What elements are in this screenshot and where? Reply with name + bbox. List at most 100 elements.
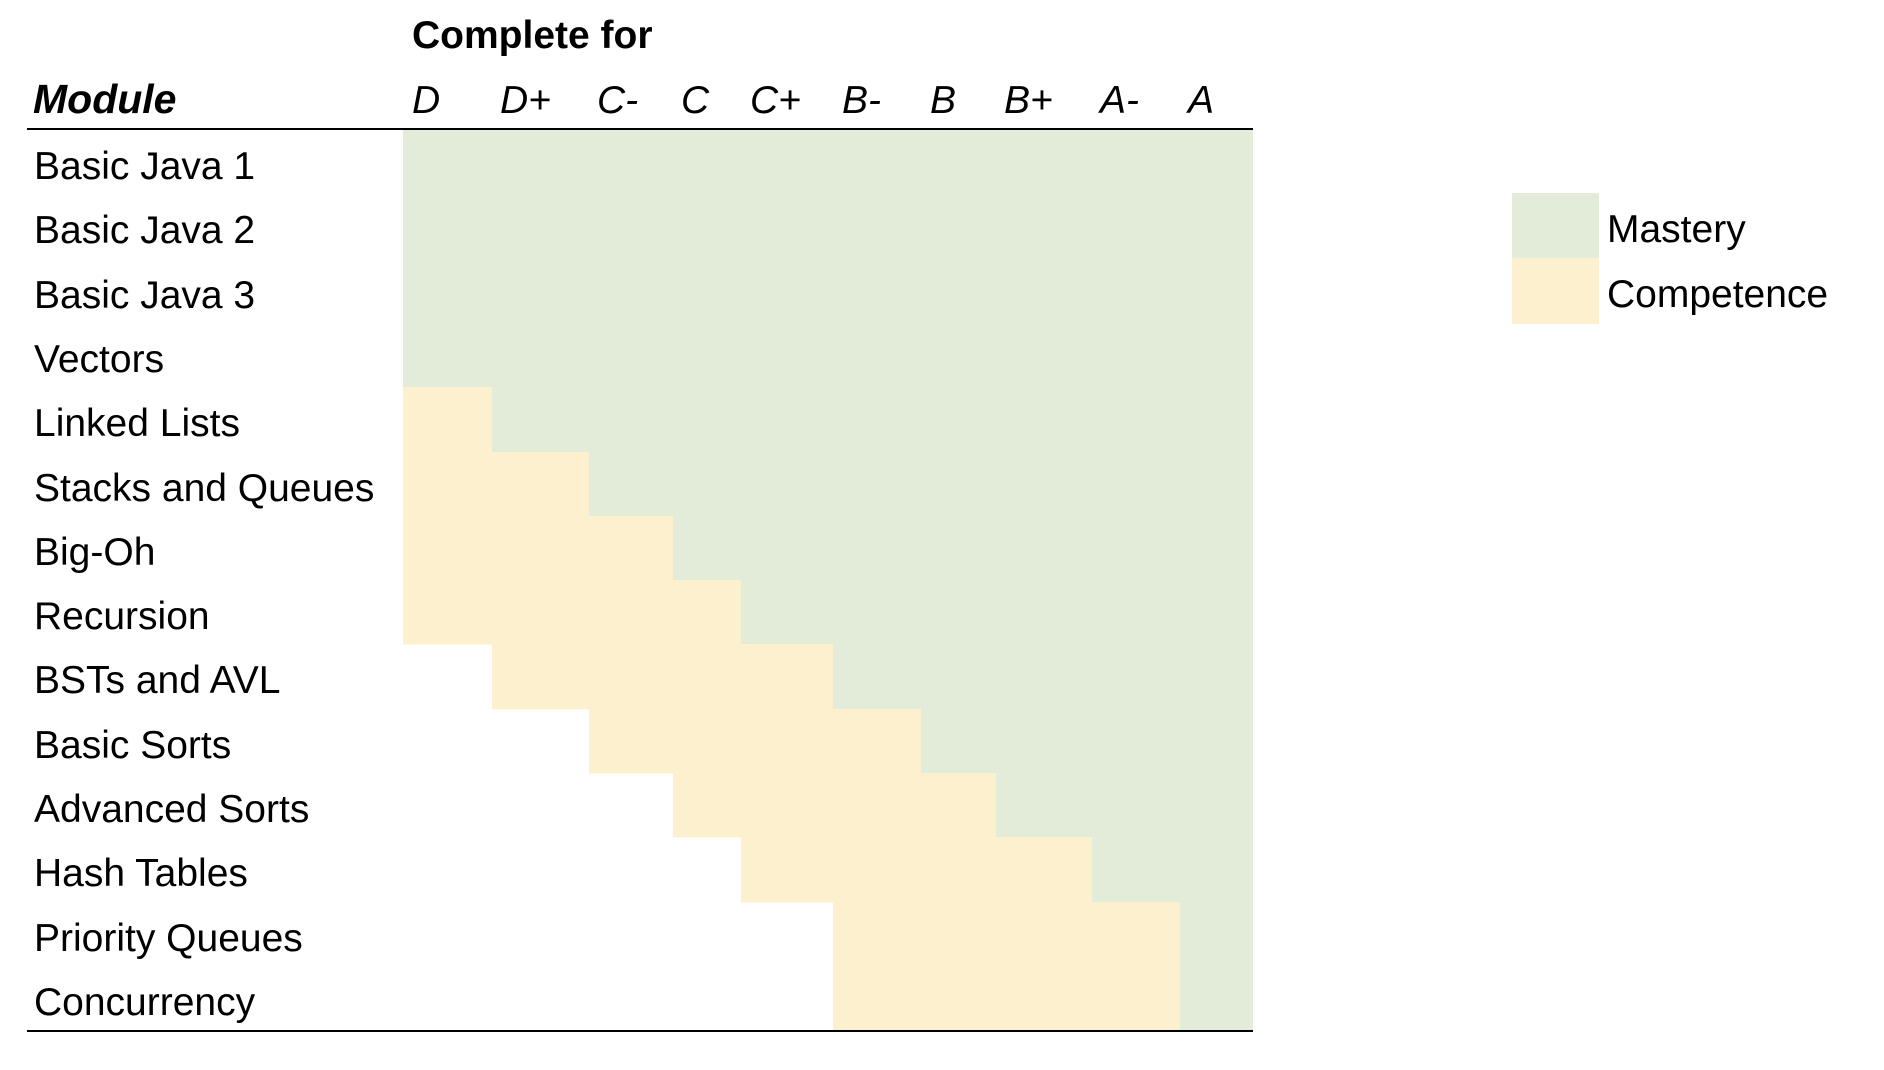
cell-advanced-sorts-a xyxy=(1180,773,1253,838)
cell-basic-java-2-c xyxy=(589,194,673,260)
column-header-a: A- xyxy=(1098,79,1139,122)
row-label-big-oh: Big-Oh xyxy=(34,531,155,574)
cell-hash-tables-c-plus xyxy=(741,837,833,903)
cell-basic-java-2-a xyxy=(1180,194,1253,260)
column-header-c-plus: C+ xyxy=(750,79,801,122)
cell-basic-sorts-b xyxy=(833,709,921,774)
cell-concurrency-b-plus xyxy=(996,966,1092,1031)
cell-basic-sorts-c xyxy=(589,709,673,774)
cell-basic-java-3-b xyxy=(833,259,921,324)
row-label-vectors: Vectors xyxy=(34,338,164,381)
cell-basic-java-2-d xyxy=(403,194,492,260)
cell-priority-queues-b-plus xyxy=(996,902,1092,967)
column-header-c: C xyxy=(681,79,710,122)
cell-stacks-and-queues-a xyxy=(1180,452,1253,517)
cell-basic-java-1-a xyxy=(1180,130,1253,195)
cell-big-oh-c xyxy=(673,516,741,581)
cell-priority-queues-b xyxy=(833,902,921,967)
column-header-b-plus: B+ xyxy=(1004,79,1053,122)
cell-recursion-d-plus xyxy=(492,580,589,645)
cell-bsts-and-avl-c-plus xyxy=(741,644,833,710)
cell-basic-sorts-b-plus xyxy=(996,709,1092,774)
row-label-stacks-and-queues: Stacks and Queues xyxy=(34,467,374,510)
cell-basic-java-2-c xyxy=(673,194,741,260)
rules-layer xyxy=(27,128,1253,1032)
cell-recursion-a xyxy=(1180,580,1253,645)
cell-basic-sorts-a xyxy=(1092,709,1180,774)
cell-linked-lists-d xyxy=(403,387,492,453)
row-label-hash-tables: Hash Tables xyxy=(34,852,248,895)
row-label-basic-sorts: Basic Sorts xyxy=(34,724,231,767)
row-label-linked-lists: Linked Lists xyxy=(34,402,240,445)
cell-basic-java-2-c-plus xyxy=(741,194,833,260)
column-header-d: D xyxy=(412,79,440,122)
row-label-advanced-sorts: Advanced Sorts xyxy=(34,788,309,831)
cell-stacks-and-queues-d xyxy=(403,452,492,517)
cell-linked-lists-b-plus xyxy=(996,387,1092,453)
cell-linked-lists-d-plus xyxy=(492,387,589,453)
cell-concurrency-b xyxy=(921,966,996,1031)
column-header-d-plus: D+ xyxy=(500,79,551,122)
row-label-bsts-and-avl: BSTs and AVL xyxy=(34,659,280,702)
cell-big-oh-c-plus xyxy=(741,516,833,581)
cell-hash-tables-b-plus xyxy=(996,837,1092,903)
legend-label-mastery: Mastery xyxy=(1607,208,1746,251)
cell-basic-java-3-c xyxy=(589,259,673,324)
cell-basic-java-3-c-plus xyxy=(741,259,833,324)
cell-vectors-b-plus xyxy=(996,323,1092,388)
row-label-basic-java-3: Basic Java 3 xyxy=(34,274,255,317)
legend-swatch-competence xyxy=(1512,258,1599,324)
cell-basic-java-1-d-plus xyxy=(492,130,589,195)
cell-basic-java-3-d xyxy=(403,259,492,324)
cell-linked-lists-a xyxy=(1092,387,1180,453)
cells-layer xyxy=(403,130,1253,1031)
cell-basic-java-3-b-plus xyxy=(996,259,1092,324)
cell-linked-lists-a xyxy=(1180,387,1253,453)
cell-stacks-and-queues-c-plus xyxy=(741,452,833,517)
cell-priority-queues-a xyxy=(1092,902,1180,967)
cell-advanced-sorts-c xyxy=(673,773,741,838)
cell-advanced-sorts-a xyxy=(1092,773,1180,838)
cell-basic-java-3-c xyxy=(673,259,741,324)
cell-vectors-b xyxy=(921,323,996,388)
cell-basic-java-1-b xyxy=(921,130,996,195)
cell-stacks-and-queues-c xyxy=(673,452,741,517)
cell-recursion-d xyxy=(403,580,492,645)
cell-vectors-a xyxy=(1092,323,1180,388)
cell-bsts-and-avl-b-plus xyxy=(996,644,1092,710)
row-label-basic-java-2: Basic Java 2 xyxy=(34,209,255,252)
cell-recursion-a xyxy=(1092,580,1180,645)
cell-vectors-d-plus xyxy=(492,323,589,388)
cell-basic-java-3-a xyxy=(1180,259,1253,324)
cell-bsts-and-avl-b xyxy=(833,644,921,710)
cell-concurrency-a xyxy=(1180,966,1253,1031)
cell-hash-tables-a xyxy=(1092,837,1180,903)
cell-stacks-and-queues-b-plus xyxy=(996,452,1092,517)
cell-big-oh-d xyxy=(403,516,492,581)
cell-big-oh-a xyxy=(1180,516,1253,581)
cell-vectors-b xyxy=(833,323,921,388)
cell-stacks-and-queues-b xyxy=(833,452,921,517)
cell-basic-sorts-c-plus xyxy=(741,709,833,774)
row-header-module: Module xyxy=(33,76,176,122)
cell-recursion-c xyxy=(673,580,741,645)
cell-big-oh-b-plus xyxy=(996,516,1092,581)
legend-label-competence: Competence xyxy=(1607,273,1828,316)
cell-recursion-b xyxy=(921,580,996,645)
cell-basic-java-2-b-plus xyxy=(996,194,1092,260)
cell-vectors-c xyxy=(589,323,673,388)
column-header-c: C- xyxy=(597,79,638,122)
cell-basic-java-2-b xyxy=(833,194,921,260)
cell-basic-sorts-b xyxy=(921,709,996,774)
cell-basic-java-2-b xyxy=(921,194,996,260)
cell-advanced-sorts-b xyxy=(921,773,996,838)
cell-linked-lists-c xyxy=(673,387,741,453)
column-header-b: B- xyxy=(842,79,881,122)
cell-priority-queues-a xyxy=(1180,902,1253,967)
cell-vectors-d xyxy=(403,323,492,388)
cell-stacks-and-queues-c xyxy=(589,452,673,517)
cell-recursion-b-plus xyxy=(996,580,1092,645)
cell-linked-lists-b xyxy=(921,387,996,453)
row-label-basic-java-1: Basic Java 1 xyxy=(34,145,255,188)
